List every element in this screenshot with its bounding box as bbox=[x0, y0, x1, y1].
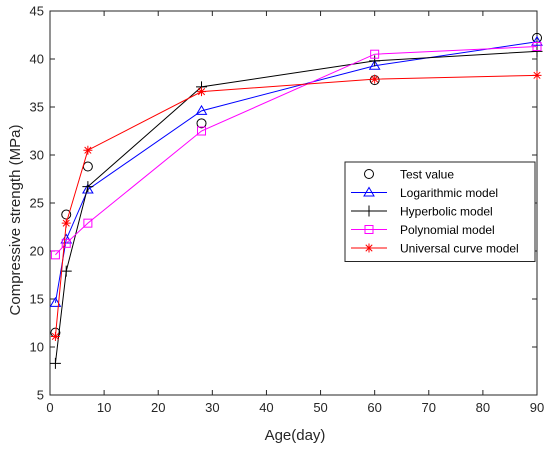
series-line bbox=[54, 41, 538, 303]
y-tick-label: 40 bbox=[30, 52, 44, 67]
x-tick-label: 0 bbox=[46, 400, 53, 415]
data-point-marker bbox=[82, 181, 94, 193]
data-point-marker bbox=[370, 74, 380, 84]
data-point-marker bbox=[49, 357, 61, 369]
data-point-marker bbox=[61, 218, 71, 228]
legend-label: Test value bbox=[400, 168, 454, 182]
legend-marker bbox=[364, 225, 374, 234]
data-point-marker bbox=[50, 331, 60, 341]
legend-entry: Test value bbox=[364, 168, 454, 182]
legend-marker bbox=[364, 243, 374, 253]
data-point-marker bbox=[195, 104, 208, 115]
legend-marker bbox=[363, 205, 375, 217]
y-tick-label: 5 bbox=[37, 388, 44, 403]
legend-label: Universal curve model bbox=[400, 242, 519, 256]
data-point-marker bbox=[370, 49, 380, 59]
data-point-marker bbox=[197, 126, 207, 136]
x-tick-label: 20 bbox=[151, 400, 165, 415]
legend-label: Polynomial model bbox=[400, 223, 495, 237]
legend-label: Logarithmic model bbox=[400, 186, 498, 200]
legend-entry: Hyperbolic model bbox=[351, 205, 493, 219]
x-axis-title: Age(day) bbox=[265, 427, 326, 444]
x-tick-label: 90 bbox=[530, 400, 544, 415]
y-tick-label: 35 bbox=[30, 100, 44, 115]
x-tick-label: 80 bbox=[476, 400, 490, 415]
legend-label: Hyperbolic model bbox=[400, 205, 493, 219]
data-point-marker bbox=[369, 55, 381, 67]
legend-box bbox=[344, 161, 536, 262]
legend-entry: Universal curve model bbox=[351, 242, 519, 256]
data-point-marker bbox=[60, 265, 72, 277]
y-tick-label: 10 bbox=[30, 340, 44, 355]
x-tick-label: 60 bbox=[367, 400, 381, 415]
y-tick-label: 45 bbox=[30, 4, 44, 19]
x-tick-label: 10 bbox=[97, 400, 111, 415]
data-point-marker bbox=[531, 35, 543, 46]
data-point-marker bbox=[196, 118, 207, 129]
series-hyperbolic-model bbox=[49, 45, 543, 369]
data-point-marker bbox=[82, 161, 93, 172]
data-point-marker bbox=[83, 145, 93, 155]
data-point-marker bbox=[532, 42, 542, 52]
data-point-marker bbox=[49, 296, 62, 307]
axes-layer: 0 10 20 30 40 50 60 70 80 90 5 10 15 20 25 30 35 40 45 bbox=[30, 4, 545, 416]
x-tick-label: 40 bbox=[259, 400, 273, 415]
y-tick-label: 30 bbox=[30, 148, 44, 163]
legend-marker bbox=[363, 186, 375, 197]
series-logarithmic-model bbox=[49, 35, 543, 307]
legend-entry: Polynomial model bbox=[351, 223, 495, 237]
data-point-marker bbox=[531, 45, 543, 57]
data-point-marker bbox=[82, 183, 94, 194]
data-point-marker bbox=[61, 238, 71, 248]
legend-entry: Logarithmic model bbox=[351, 186, 498, 200]
series-line bbox=[54, 50, 538, 364]
x-tick-label: 30 bbox=[205, 400, 219, 415]
y-tick-label: 20 bbox=[30, 244, 44, 259]
legend-marker bbox=[364, 169, 374, 179]
series-line bbox=[54, 74, 538, 337]
x-tick-label: 50 bbox=[313, 400, 327, 415]
data-point-marker bbox=[532, 70, 542, 80]
x-tick-label: 70 bbox=[422, 400, 436, 415]
y-axis-title: Compressive strength (MPa) bbox=[7, 125, 24, 316]
y-tick-label: 25 bbox=[30, 196, 44, 211]
data-point-marker bbox=[83, 218, 93, 228]
legend-layer: Test value Logarithmic model Hyperbolic mo… bbox=[344, 161, 536, 262]
data-point-marker bbox=[50, 250, 60, 260]
series-layer bbox=[49, 32, 543, 369]
y-tick-label: 15 bbox=[30, 292, 44, 307]
data-point-marker bbox=[197, 87, 207, 97]
series-universal-curve-model bbox=[50, 70, 542, 341]
data-point-marker bbox=[368, 59, 381, 70]
